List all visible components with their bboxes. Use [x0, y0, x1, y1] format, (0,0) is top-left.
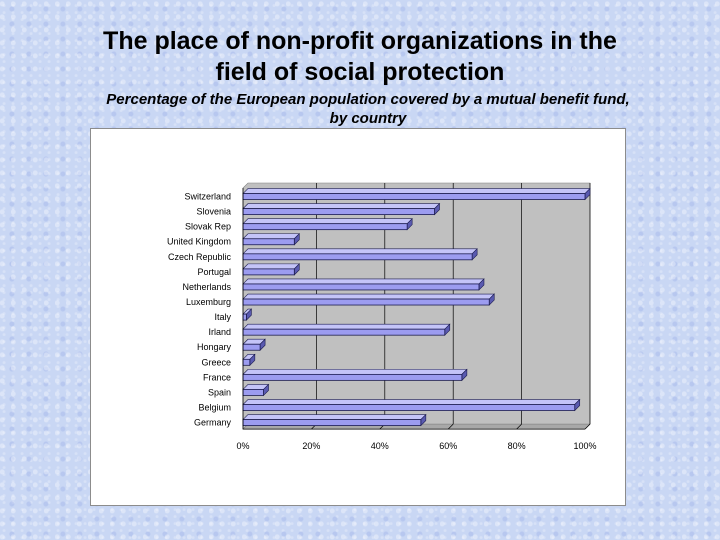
subtitle-line-1: Percentage of the European population co…: [106, 91, 630, 108]
bar-luxemburg: [242, 298, 490, 306]
bar-slovak-rep: [242, 223, 408, 231]
bar-irland: [242, 328, 446, 336]
bar-top-slovak-rep: [242, 218, 413, 224]
bar-top-germany: [242, 414, 427, 420]
title-line-1: The place of non-profit organizations in…: [103, 27, 617, 55]
bar-top-united-kingdom: [242, 233, 301, 240]
category-label: France: [203, 372, 231, 382]
gridline-floor: [447, 423, 454, 430]
chart-panel: 0% 20% 40% 60% 80% 100% Switzerland Slovenia Slo…: [90, 128, 626, 506]
category-label: Switzerland: [184, 192, 231, 202]
bar-germany: [242, 419, 422, 426]
bar-top-portugal: [242, 263, 301, 270]
x-tick-label: 40%: [371, 441, 389, 451]
slide-title: The place of non-profit organizations in…: [0, 26, 720, 88]
category-label: Portugal: [197, 267, 231, 277]
bar-portugal: [242, 268, 295, 276]
category-label: Belgium: [198, 403, 231, 413]
category-label: Irland: [208, 327, 231, 337]
category-label: Luxemburg: [186, 297, 231, 307]
x-tick-label: 0%: [236, 441, 249, 451]
bar-top-slovenia: [242, 203, 441, 209]
category-label: Slovenia: [196, 207, 231, 217]
bar-slovenia: [242, 208, 435, 216]
bar-italy: [242, 313, 247, 321]
gridline-floor: [584, 423, 591, 430]
bar-belgium: [242, 404, 576, 411]
bar-spain: [242, 389, 264, 396]
category-label: Hongary: [197, 342, 232, 352]
bar-chart: 0% 20% 40% 60% 80% 100% Switzerland Slovenia Slo…: [167, 182, 597, 451]
x-tick-label: 80%: [508, 441, 526, 451]
subtitle-line-2: by country: [329, 110, 407, 126]
bar-france: [242, 373, 463, 381]
gridline-floor: [516, 423, 522, 430]
category-label: Czech Republic: [168, 252, 232, 262]
bar-top-luxemburg: [242, 293, 495, 300]
category-label: Spain: [208, 387, 231, 397]
x-tick-label: 60%: [439, 441, 457, 451]
bar-top-belgium: [242, 399, 581, 405]
bar-czech-republic: [242, 253, 473, 261]
bar-hongary: [242, 343, 261, 351]
bar-netherlands: [242, 283, 480, 291]
x-tick-label: 100%: [573, 441, 596, 451]
bar-top-czech-republic: [242, 248, 478, 255]
bar-top-france: [242, 369, 468, 375]
chart-subtitle: Percentage of the European population co…: [48, 90, 688, 126]
x-tick-label: 20%: [302, 441, 320, 451]
bar-top-switzerland: [242, 188, 591, 194]
bar-top-irland: [242, 323, 451, 330]
category-label: Netherlands: [182, 282, 231, 292]
category-label: Germany: [194, 418, 232, 428]
title-line-2: field of social protection: [215, 58, 505, 86]
category-label: Greece: [201, 357, 231, 367]
bar-switzerland: [242, 193, 586, 200]
category-label: United Kingdom: [167, 237, 231, 247]
category-label: Italy: [214, 312, 231, 322]
bar-united-kingdom: [242, 238, 295, 246]
bar-top-netherlands: [242, 278, 485, 285]
category-label: Slovak Rep: [185, 222, 231, 232]
bar-greece: [242, 358, 251, 366]
